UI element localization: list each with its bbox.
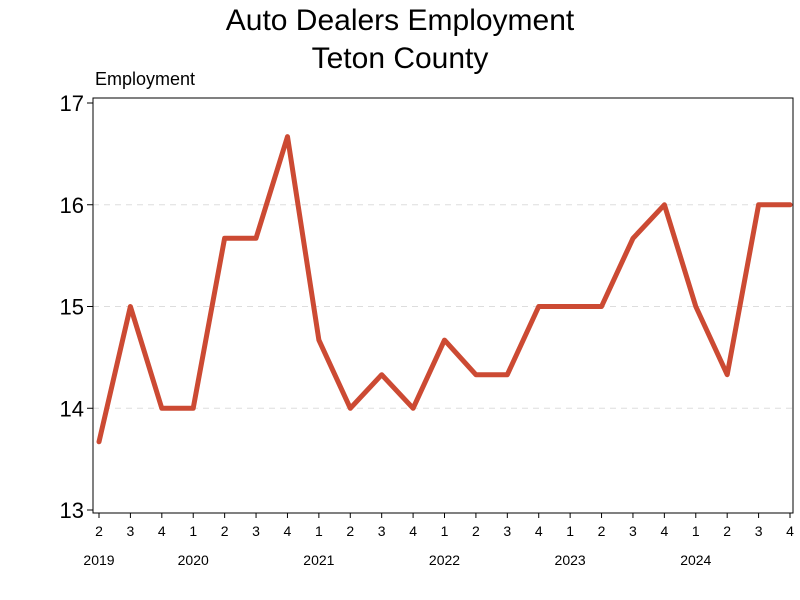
x-tick-label: 1 bbox=[315, 523, 323, 539]
y-axis: 13 14 15 16 17 bbox=[60, 91, 93, 523]
x-tick-label: 2 bbox=[95, 523, 103, 539]
x-tick-label: 4 bbox=[158, 523, 166, 539]
x-tick-label: 3 bbox=[378, 523, 386, 539]
x-tick-label: 2 bbox=[598, 523, 606, 539]
x-tick-label: 3 bbox=[629, 523, 637, 539]
year-label: 2022 bbox=[429, 552, 460, 568]
x-tick-label: 3 bbox=[252, 523, 260, 539]
x-tick-label: 1 bbox=[692, 523, 700, 539]
y-axis-label: Employment bbox=[95, 69, 195, 89]
chart-subtitle: Teton County bbox=[312, 42, 489, 75]
y-tick-label: 13 bbox=[60, 498, 84, 523]
x-tick-label: 1 bbox=[441, 523, 449, 539]
year-label: 2021 bbox=[303, 552, 334, 568]
y-tick-label: 14 bbox=[60, 396, 84, 421]
x-tick-label: 3 bbox=[127, 523, 135, 539]
y-tick-label: 15 bbox=[60, 295, 84, 320]
grid-lines bbox=[93, 204, 793, 409]
x-tick-label: 4 bbox=[284, 523, 292, 539]
year-label: 2019 bbox=[83, 552, 114, 568]
x-tick-label: 2 bbox=[472, 523, 480, 539]
x-tick-label: 3 bbox=[755, 523, 763, 539]
year-label: 2023 bbox=[555, 552, 586, 568]
year-labels: 2019 2020 2021 2022 2023 2024 bbox=[83, 552, 711, 568]
x-tick-label: 4 bbox=[535, 523, 543, 539]
x-tick-label: 4 bbox=[786, 523, 794, 539]
y-tick-label: 16 bbox=[60, 193, 84, 218]
year-label: 2024 bbox=[680, 552, 711, 568]
x-tick-label: 1 bbox=[189, 523, 197, 539]
plot-frame bbox=[92, 97, 794, 514]
x-tick-label: 2 bbox=[221, 523, 229, 539]
x-axis: 2 3 4 1 2 3 4 1 2 3 4 1 2 3 4 1 2 3 4 1 2 3 4 bbox=[95, 513, 794, 539]
x-tick-label: 4 bbox=[660, 523, 668, 539]
chart-title: Auto Dealers Employment bbox=[226, 4, 575, 37]
x-tick-label: 3 bbox=[503, 523, 511, 539]
x-tick-label: 2 bbox=[346, 523, 354, 539]
series-group bbox=[96, 134, 793, 445]
x-tick-label: 2 bbox=[723, 523, 731, 539]
x-tick-label: 1 bbox=[566, 523, 574, 539]
y-tick-label: 17 bbox=[60, 91, 84, 116]
x-tick-label: 4 bbox=[409, 523, 417, 539]
series-line bbox=[96, 134, 793, 445]
year-label: 2020 bbox=[178, 552, 209, 568]
